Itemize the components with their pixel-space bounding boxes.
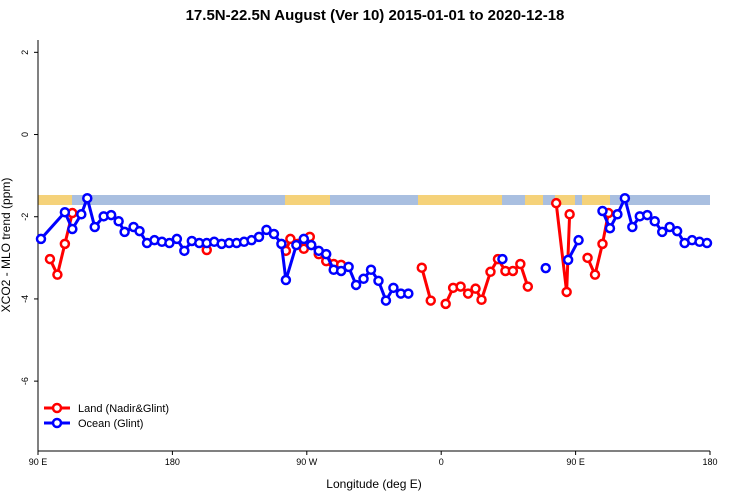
data-point: [388, 282, 399, 294]
data-point: [380, 295, 392, 306]
data-point: [550, 197, 562, 209]
data-point: [119, 226, 130, 238]
data-point: [470, 283, 481, 294]
data-point: [701, 237, 713, 249]
data-point: [76, 209, 87, 220]
data-point: [403, 288, 414, 299]
data-point: [562, 254, 574, 266]
data-point: [261, 224, 272, 236]
x-axis-label: Longitude (deg E): [326, 477, 421, 491]
data-point: [35, 233, 47, 245]
data-point: [67, 223, 78, 235]
data-point: [612, 209, 623, 220]
data-point: [59, 206, 71, 218]
x-tick-label: 180: [702, 457, 717, 467]
data-point: [280, 274, 292, 286]
data-point: [671, 225, 683, 237]
x-tick-label: 0: [439, 457, 444, 467]
data-point: [306, 239, 317, 251]
data-point: [604, 222, 616, 234]
data-point: [59, 238, 71, 250]
data-point: [642, 209, 653, 221]
data-point: [649, 216, 660, 227]
map-strip: [38, 195, 710, 205]
data-point: [589, 269, 601, 280]
data-point: [320, 248, 332, 260]
data-point: [597, 238, 608, 250]
data-point: [134, 225, 145, 237]
data-point: [350, 279, 362, 291]
y-tick-label: -4: [20, 295, 30, 303]
legend-label: Land (Nadir&Glint): [78, 403, 169, 415]
data-point: [335, 265, 347, 277]
data-point: [164, 237, 175, 249]
chart-title: 17.5N-22.5N August (Ver 10) 2015-01-01 t…: [186, 7, 565, 24]
data-point: [171, 233, 183, 245]
y-tick-label: 0: [20, 132, 30, 137]
data-point: [358, 273, 369, 285]
data-point: [179, 245, 190, 257]
x-tick-label: 180: [165, 457, 180, 467]
data-point: [268, 228, 280, 240]
data-point: [105, 209, 117, 221]
data-point: [522, 281, 534, 292]
legend-marker: [51, 402, 63, 414]
legend-label: Ocean (Glint): [78, 418, 143, 430]
data-point: [564, 209, 575, 220]
data-point: [582, 252, 593, 264]
data-point: [656, 226, 668, 238]
series-line: [420, 267, 433, 301]
data-point: [515, 258, 526, 270]
data-point: [373, 275, 384, 287]
data-point: [44, 253, 56, 265]
y-tick-label: -2: [20, 213, 30, 221]
x-tick-label: 90 E: [566, 457, 585, 467]
x-tick-label: 90 E: [29, 457, 48, 467]
data-point: [425, 295, 436, 306]
data-point: [664, 221, 675, 233]
data-point: [597, 205, 608, 217]
data-point: [343, 261, 354, 273]
data-point: [113, 216, 124, 227]
data-point: [573, 234, 584, 246]
data-point: [365, 264, 377, 275]
y-axis-label: XCO2 - MLO trend (ppm): [0, 178, 13, 313]
data-point: [619, 192, 631, 204]
data-point: [253, 231, 265, 243]
data-point: [416, 262, 428, 273]
data-point: [627, 221, 638, 233]
data-point: [285, 233, 296, 245]
data-point: [455, 281, 466, 292]
data-point: [82, 192, 93, 204]
data-point: [291, 239, 302, 251]
data-point: [276, 238, 287, 250]
y-tick-label: 2: [20, 50, 30, 55]
data-point: [497, 253, 508, 265]
data-point: [561, 286, 572, 298]
data-point: [540, 262, 551, 274]
data-point: [89, 221, 100, 233]
data-point: [507, 265, 519, 277]
legend-marker: [51, 417, 63, 429]
data-point: [476, 294, 487, 306]
y-tick-label: -6: [20, 377, 30, 385]
data-point: [462, 288, 474, 299]
x-tick-label: 90 W: [296, 457, 318, 467]
data-point: [298, 233, 310, 245]
data-point: [485, 266, 496, 278]
data-point: [440, 298, 451, 310]
data-point: [52, 269, 63, 280]
